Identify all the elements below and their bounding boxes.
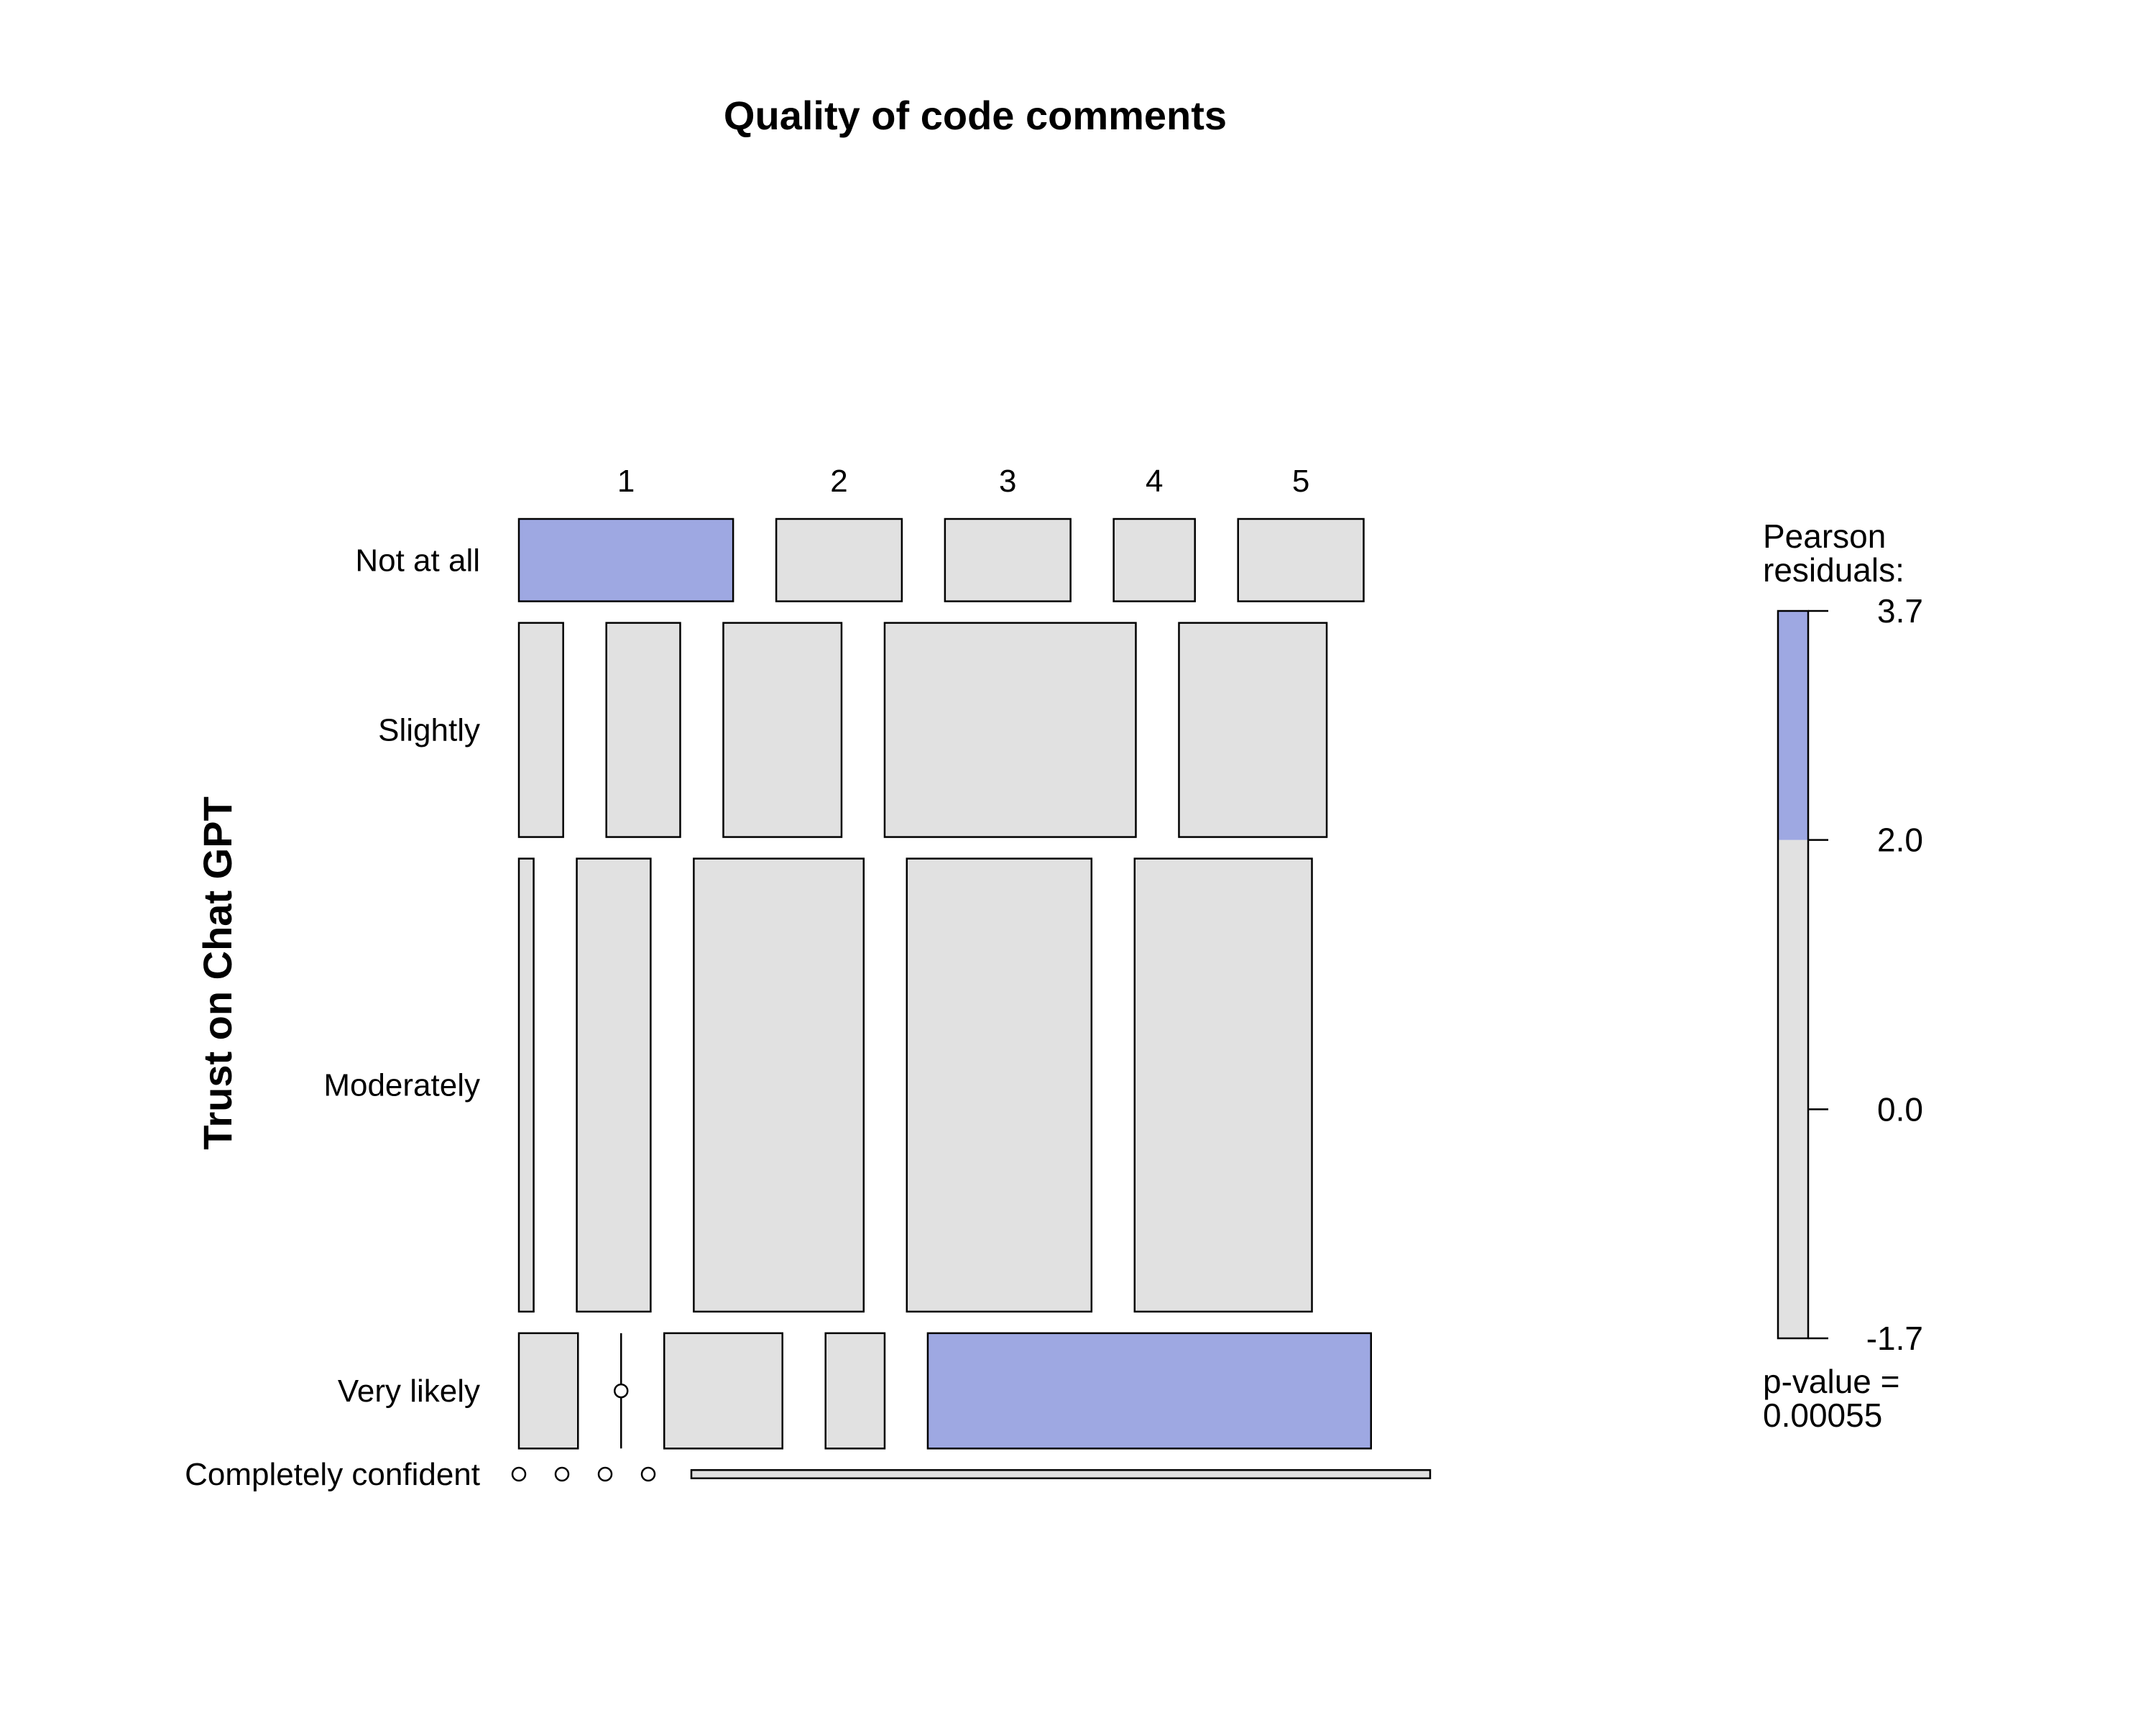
- chart-title: Quality of code comments: [724, 93, 1227, 138]
- column-labels: 1 2 3 4 5: [617, 464, 1310, 499]
- zero-cell-marker: [640, 1466, 656, 1482]
- legend-title-line1: Pearson: [1763, 518, 1886, 555]
- mosaic-tile: [517, 1332, 579, 1450]
- mosaic-tile: [576, 857, 652, 1313]
- y-axis-title: Trust on Chat GPT: [195, 796, 240, 1150]
- legend-title-line2: residuals:: [1763, 551, 1904, 589]
- mosaic-tile: [1133, 857, 1313, 1313]
- residual-legend: Pearson residuals: 3.7 2.0 0.0 -1.7 p-value…: [1763, 518, 1923, 1434]
- zero-cell-marker: [613, 1383, 629, 1399]
- legend-bar-outline: [1777, 610, 1810, 1340]
- legend-band-mid: [1778, 840, 1808, 1338]
- row-labels: Not at all Slightly Moderately Very likely C…: [185, 543, 480, 1492]
- mosaic-tile: [517, 518, 734, 602]
- mosaic-tile: [775, 518, 903, 602]
- mosaic-tile: [690, 1469, 1432, 1480]
- legend-tick-label: 3.7: [1877, 592, 1923, 630]
- mosaic-tile: [883, 622, 1137, 838]
- row-label: Slightly: [378, 713, 480, 748]
- mosaic-tile: [605, 622, 681, 838]
- column-label: 5: [1292, 464, 1309, 499]
- column-label: 2: [830, 464, 847, 499]
- column-label: 3: [999, 464, 1016, 499]
- legend-tick-label: -1.7: [1866, 1320, 1923, 1357]
- zero-cell-marker: [597, 1466, 613, 1482]
- row-label: Very likely: [338, 1374, 480, 1409]
- row-label: Completely confident: [185, 1457, 480, 1492]
- column-label: 1: [617, 464, 635, 499]
- mosaic-tile: [517, 857, 535, 1313]
- legend-color-bar: [1777, 610, 1810, 1340]
- mosaic-tile: [926, 1332, 1373, 1450]
- zero-cell-marker: [554, 1466, 570, 1482]
- row-label: Not at all: [355, 543, 480, 578]
- mosaic-tile: [1237, 518, 1365, 602]
- legend-band-high: [1778, 611, 1808, 840]
- pvalue-label: p-value =: [1763, 1363, 1900, 1400]
- mosaic-tiles: [511, 518, 1432, 1482]
- mosaic-tile: [693, 857, 865, 1313]
- mosaic-tile: [1178, 622, 1328, 838]
- mosaic-tile: [944, 518, 1072, 602]
- legend-tick-label: 2.0: [1877, 822, 1923, 859]
- mosaic-tile: [663, 1332, 783, 1450]
- mosaic-tile: [722, 622, 843, 838]
- legend-tick-label: 0.0: [1877, 1090, 1923, 1128]
- column-label: 4: [1146, 464, 1163, 499]
- mosaic-tile: [1112, 518, 1196, 602]
- pvalue-value: 0.00055: [1763, 1397, 1882, 1434]
- mosaic-tile: [824, 1332, 886, 1450]
- mosaic-tile: [517, 622, 564, 838]
- mosaic-tile: [906, 857, 1093, 1313]
- zero-cell-marker: [511, 1466, 527, 1482]
- legend-ticks: 3.7 2.0 0.0 -1.7: [1808, 592, 1923, 1357]
- row-label: Moderately: [323, 1068, 480, 1103]
